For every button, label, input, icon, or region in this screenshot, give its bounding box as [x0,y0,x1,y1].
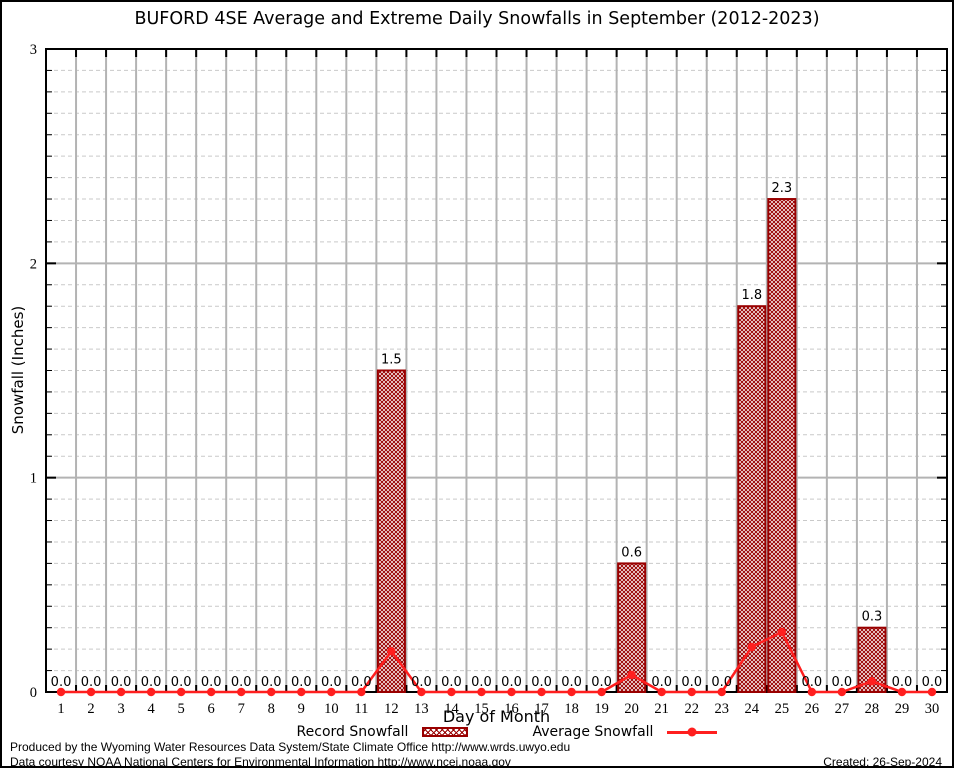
value-label-day-14: 0.0 [441,675,462,690]
value-label-day-17: 0.0 [531,675,552,690]
value-label-day-6: 0.0 [201,675,222,690]
record-bar-day-12 [376,369,406,693]
average-markers [56,627,937,697]
value-label-day-29: 0.0 [892,675,913,690]
average-marker-day-25 [777,627,787,637]
average-marker-day-26 [807,687,817,697]
y-axis-label: Snowfall (Inches) [9,305,27,435]
average-marker-day-24 [747,642,756,652]
average-marker-day-30 [927,687,937,697]
average-marker-day-6 [206,687,216,697]
value-label-day-9: 0.0 [291,675,312,690]
x-axis-label: Day of Month [442,707,551,726]
average-marker-day-17 [537,687,546,697]
value-label-day-11: 0.0 [351,675,372,690]
value-label-day-30: 0.0 [922,675,943,690]
value-label-day-16: 0.0 [501,675,522,690]
axis-ticks [47,48,946,693]
y-tick-labels: 0 1 2 3 [30,42,37,701]
record-bar-day-25 [767,198,797,694]
average-marker-day-13 [417,687,426,697]
value-label-day-8: 0.0 [261,675,282,690]
footer-produced-by: Produced by the Wyoming Water Resources … [10,740,571,754]
record-value-labels: 0.0 0.0 0.0 0.0 0.0 0.0 0.0 0.0 0.0 0.0 0.0 1.5 0.0 0… [51,181,943,690]
value-label-day-3: 0.0 [111,675,132,690]
y-tick-label-0: 0 [30,685,37,701]
average-marker-day-15 [477,687,486,697]
average-marker-day-8 [267,687,276,697]
value-label-day-4: 0.0 [141,675,162,690]
value-label-day-10: 0.0 [321,675,342,690]
y-tick-label-3: 3 [30,42,37,58]
average-marker-day-10 [327,687,336,697]
footer-data-courtesy: Data courtesy NOAA National Centers for … [10,755,511,768]
record-bar-day-24 [737,305,767,693]
value-label-day-12: 1.5 [381,353,402,368]
average-marker-day-22 [687,687,696,697]
value-label-day-13: 0.0 [411,675,432,690]
value-label-day-28: 0.3 [862,610,883,625]
legend-average-line-icon [667,725,718,739]
chart-title: BUFORD 4SE Average and Extreme Daily Sno… [134,9,820,29]
y-tick-label-1: 1 [30,471,37,487]
average-marker-day-18 [567,687,576,697]
average-marker-day-29 [897,687,907,697]
average-marker-day-19 [597,687,606,697]
value-label-day-26: 0.0 [802,675,823,690]
average-marker-day-28 [867,677,877,686]
average-marker-day-1 [56,687,66,697]
value-label-day-18: 0.0 [561,675,582,690]
x-gridlines [75,50,918,691]
value-label-day-19: 0.0 [591,675,612,690]
average-marker-day-16 [507,687,516,697]
y-minor-gridlines [47,69,946,672]
value-label-day-5: 0.0 [171,675,192,690]
value-label-day-7: 0.0 [231,675,252,690]
value-label-day-24: 1.8 [741,288,762,303]
value-label-day-21: 0.0 [651,675,672,690]
average-marker-day-4 [146,687,156,697]
value-label-day-15: 0.0 [471,675,492,690]
average-marker-day-21 [657,687,666,697]
y-major-gridlines [47,262,946,479]
average-marker-day-9 [297,687,306,697]
plot-frame [45,48,948,693]
footer-created-date: Created: 26-Sep-2024 [823,755,942,768]
average-line [61,630,932,694]
y-tick-label-2: 2 [30,256,37,272]
average-marker-day-20 [627,670,636,680]
average-marker-day-5 [176,687,186,697]
legend-record-label: Record Snowfall [296,723,409,740]
value-label-day-20: 0.6 [621,545,642,560]
legend-record-swatch-icon [422,727,469,737]
record-bar-day-20 [617,562,647,694]
value-label-day-25: 2.3 [771,181,792,196]
average-marker-day-11 [357,687,366,697]
average-marker-day-27 [837,687,847,697]
value-label-day-2: 0.0 [81,675,102,690]
value-label-day-22: 0.0 [681,675,702,690]
average-marker-day-12 [387,647,396,656]
legend: Record Snowfall Average Snowfall [32,723,952,740]
average-marker-day-14 [447,687,456,697]
value-label-day-1: 0.0 [51,675,72,690]
average-marker-day-7 [237,687,246,697]
legend-average-label: Average Snowfall [532,723,654,740]
average-marker-day-2 [86,687,96,697]
record-bars [376,198,887,694]
average-marker-day-23 [717,687,726,697]
record-bar-day-28 [857,626,887,694]
value-label-day-23: 0.0 [711,675,732,690]
value-label-day-27: 0.0 [832,675,853,690]
average-marker-day-3 [116,687,126,697]
